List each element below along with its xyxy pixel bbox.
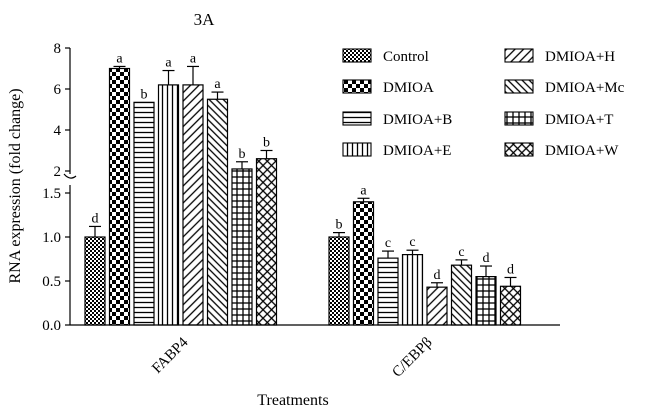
legend-swatch bbox=[504, 48, 534, 63]
bar bbox=[206, 98, 229, 326]
bar bbox=[108, 67, 131, 326]
bar bbox=[352, 201, 375, 326]
legend-item: DMIOA+T bbox=[504, 111, 613, 128]
legend-label: DMIOA+T bbox=[545, 112, 613, 128]
legend-label: Control bbox=[383, 49, 429, 65]
legend-label: DMIOA bbox=[383, 80, 434, 96]
legend-label: DMIOA+Mc bbox=[545, 80, 625, 96]
y-tick-label: 1.0 bbox=[42, 230, 61, 246]
significance-label: a bbox=[165, 56, 172, 71]
significance-label: b bbox=[336, 218, 343, 233]
bar bbox=[133, 101, 155, 326]
legend: Control DMIOA DMIOA+B DMIOA+E DMIOA+H DMIOA+M… bbox=[342, 48, 625, 159]
legend-item: DMIOA+E bbox=[342, 142, 451, 159]
legend-item: Control bbox=[342, 48, 429, 65]
x-tick-label: C/EBPβ bbox=[389, 335, 435, 381]
significance-label: b bbox=[141, 87, 148, 102]
bar bbox=[157, 84, 180, 326]
bar bbox=[426, 286, 448, 326]
legend-swatch bbox=[342, 142, 372, 157]
x-axis: FABP4 C/EBPβ bbox=[70, 324, 560, 381]
bar bbox=[475, 276, 497, 326]
legend-item: DMIOA+W bbox=[504, 142, 619, 159]
legend-swatch bbox=[504, 142, 534, 157]
y-tick-label: 8 bbox=[54, 41, 62, 57]
legend-item: DMIOA bbox=[342, 79, 434, 96]
significance-label: d bbox=[434, 268, 441, 283]
significance-label: c bbox=[458, 245, 464, 260]
significance-label: d bbox=[483, 251, 490, 266]
chart-title: 3A bbox=[194, 10, 216, 29]
x-axis-title: Treatments bbox=[257, 392, 328, 409]
y-axis-title: RNA expression (fold change) bbox=[7, 88, 24, 283]
y-tick-label: 2 bbox=[54, 164, 62, 180]
legend-swatch bbox=[342, 111, 372, 126]
bar bbox=[401, 254, 424, 326]
significance-label: c bbox=[409, 235, 415, 250]
legend-swatch bbox=[504, 111, 534, 126]
significance-label: b bbox=[239, 147, 246, 162]
x-tick-label: FABP4 bbox=[149, 334, 192, 377]
bar bbox=[255, 158, 278, 326]
y-axis: 2 4 6 8 0.0 0.5 1.0 1.5 bbox=[42, 41, 77, 334]
legend-item: DMIOA+Mc bbox=[504, 79, 625, 96]
y-tick-label: 0.5 bbox=[42, 274, 61, 290]
legend-label: DMIOA+H bbox=[545, 49, 615, 65]
significance-label: c bbox=[385, 236, 391, 251]
legend-item: DMIOA+B bbox=[342, 111, 452, 128]
legend-label: DMIOA+W bbox=[545, 143, 619, 159]
legend-swatch bbox=[504, 79, 534, 94]
bar bbox=[231, 168, 253, 326]
bar bbox=[182, 84, 204, 326]
y-tick-label: 6 bbox=[54, 82, 62, 98]
y-tick-label: 4 bbox=[54, 123, 62, 139]
axis-break-mark bbox=[63, 173, 77, 179]
legend-label: DMIOA+E bbox=[383, 143, 451, 159]
significance-label: d bbox=[507, 262, 514, 277]
plot-area: d a b a a a b b b a c c d c d d bbox=[84, 51, 522, 326]
y-tick-label: 0.0 bbox=[42, 318, 61, 334]
significance-label: a bbox=[190, 51, 197, 66]
bar bbox=[84, 236, 106, 326]
bar bbox=[499, 285, 522, 326]
legend-swatch bbox=[342, 79, 372, 94]
significance-label: a bbox=[116, 51, 123, 66]
significance-label: d bbox=[92, 211, 99, 226]
legend-swatch bbox=[342, 48, 372, 63]
significance-label: a bbox=[360, 183, 367, 198]
significance-label: a bbox=[214, 77, 221, 92]
bar bbox=[328, 236, 350, 326]
legend-item: DMIOA+H bbox=[504, 48, 615, 65]
significance-label: b bbox=[263, 136, 270, 151]
legend-label: DMIOA+B bbox=[383, 112, 452, 128]
bar bbox=[450, 264, 473, 326]
bar bbox=[377, 257, 399, 326]
y-tick-label: 1.5 bbox=[42, 186, 61, 202]
